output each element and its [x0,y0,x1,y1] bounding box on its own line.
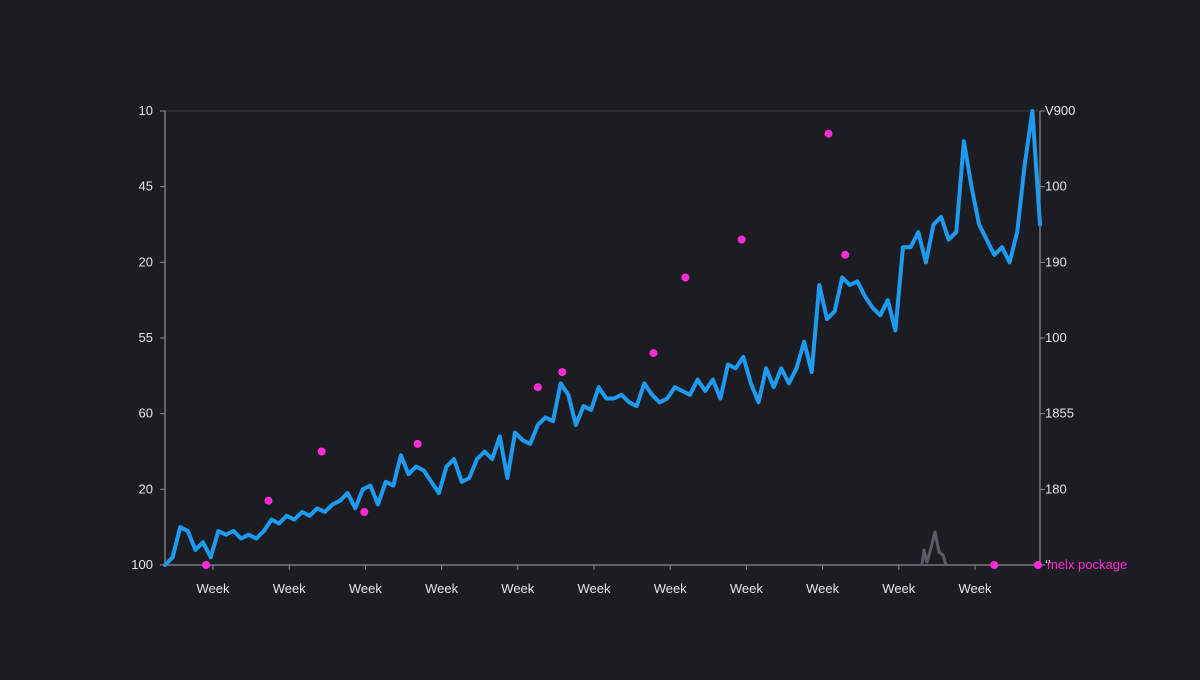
x-tick-label: Week [959,581,992,596]
y-right-tick-label: 190 [1045,254,1067,269]
x-tick-label: Week [882,581,915,596]
legend-marker [1034,561,1042,569]
series-line-0 [163,109,1042,567]
x-tick-label: Week [578,581,611,596]
data-point-marker [841,250,850,259]
x-tick-label: Week [349,581,382,596]
data-point-marker [558,368,567,377]
data-point-marker [990,561,999,569]
x-tick-label: Week [654,581,687,596]
x-tick-label: Week [806,581,839,596]
data-point-marker [413,439,422,448]
chart-frame [164,110,1041,566]
x-tick-label: Week [273,581,306,596]
series-layer [163,109,1042,567]
legend-label: melx pockage [1047,557,1127,572]
marker-layer [202,129,999,569]
data-point-marker [264,496,273,505]
data-point-marker [737,235,746,244]
y-axis-right: ‘’ 180 1855 100 190 100 V900 [1040,103,1075,572]
y-axis-left: 100 20 60 55 20 45 10 [131,103,165,572]
data-point-marker [824,129,833,138]
y-left-tick-label: 10 [139,103,153,118]
y-right-tick-label: 100 [1045,330,1067,345]
y-right-tick-label: 1855 [1045,406,1074,421]
data-point-marker [317,447,326,456]
y-left-tick-label: 20 [139,481,153,496]
y-right-tick-label: V900 [1045,103,1075,118]
data-point-marker [533,383,542,392]
data-point-marker [649,349,658,358]
x-axis: Week Week Week Week Week Week Week Week Week Week… [197,565,992,596]
y-right-tick-label: 100 [1045,179,1067,194]
data-point-marker [360,508,369,516]
x-tick-label: Week [501,581,534,596]
data-point-marker [202,561,211,569]
y-left-tick-label: 55 [139,330,153,345]
x-tick-label: Week [730,581,763,596]
x-tick-label: Week [425,581,458,596]
ghost-series [920,530,948,566]
x-tick-label: Week [197,581,230,596]
y-left-tick-label: 20 [139,254,153,269]
y-left-tick-label: 60 [139,406,153,421]
y-left-tick-label: 45 [139,179,153,194]
legend: melx pockage [1034,557,1127,572]
y-right-tick-label: 180 [1045,481,1067,496]
y-right-tick-label: ‘’ [1045,557,1051,572]
y-left-tick-label: 100 [131,557,153,572]
data-point-marker [681,273,690,282]
ghost-line [920,530,948,566]
